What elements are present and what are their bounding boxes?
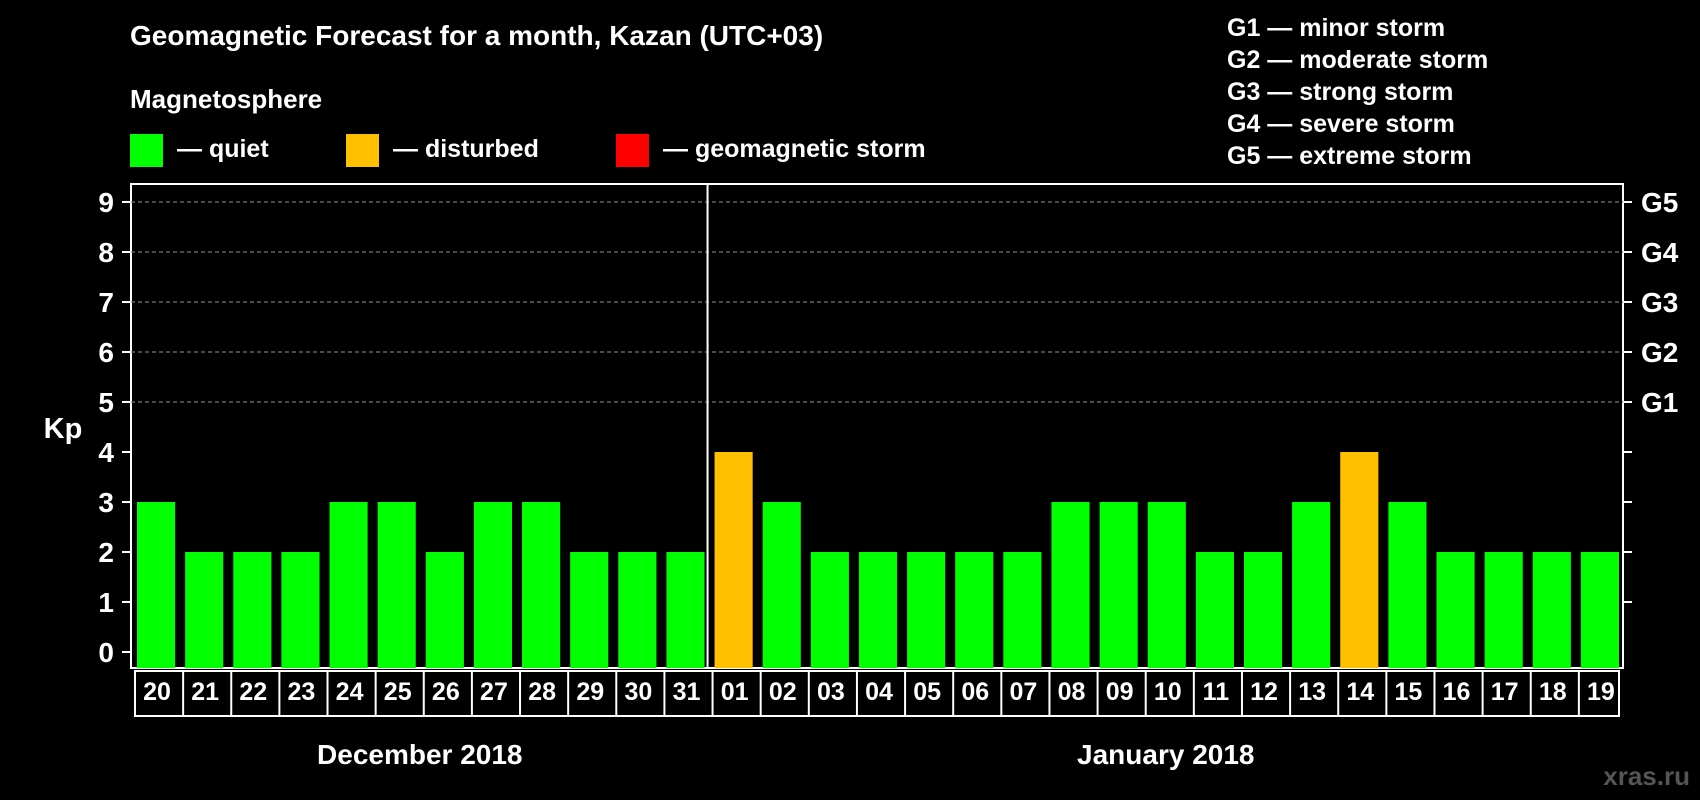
x-tick-label: 03 [817,678,845,706]
x-tick-label: 06 [961,678,989,706]
bar [618,552,657,668]
legend-heading: Magnetosphere [130,84,323,114]
x-tick-label: 19 [1587,678,1615,706]
x-tick-label: 07 [1009,678,1037,706]
bar [1292,502,1331,668]
bar [185,552,224,668]
bar [1388,502,1427,668]
y-tick-label: 4 [98,437,114,468]
y-tick-label: 6 [98,337,114,368]
bar [1580,552,1619,668]
legend-label-quiet: — quiet [177,135,269,163]
right-axis-label: G1 [1641,387,1678,418]
x-tick-label: 27 [480,678,508,706]
y-tick-label: 1 [98,587,114,618]
y-tick-label: 7 [98,287,114,318]
bar [425,552,464,668]
bar [907,552,946,668]
legend-swatch-storm [616,134,649,167]
bar [810,552,849,668]
x-tick-label: 09 [1106,678,1134,706]
bar [233,552,272,668]
bar [522,502,561,668]
x-tick-label: 28 [528,678,556,706]
month-label: December 2018 [317,739,522,770]
bar [137,502,176,668]
date-axis-box [134,670,1620,717]
bar [1243,552,1283,668]
x-tick-label: 04 [865,678,893,706]
x-tick-label: 12 [1250,678,1278,706]
chart-title: Geomagnetic Forecast for a month, Kazan … [130,20,824,51]
bar [1484,552,1523,668]
storm-scale-g4: G4 — severe storm [1227,110,1455,138]
y-tick-label: 8 [98,237,114,268]
bar [1532,552,1571,668]
storm-scale-g5: G5 — extreme storm [1227,142,1472,170]
storm-scale-g3: G3 — strong storm [1227,78,1454,106]
x-tick-label: 10 [1154,678,1182,706]
right-axis-label: G5 [1641,187,1678,218]
x-tick-label: 02 [769,678,797,706]
x-tick-label: 23 [288,678,316,706]
bar [570,552,609,668]
x-tick-label: 16 [1443,678,1471,706]
x-tick-label: 21 [191,678,219,706]
bar [281,552,320,668]
storm-scale-g2: G2 — moderate storm [1227,46,1489,74]
bar [1436,552,1475,668]
month-label: January 2018 [1077,739,1254,770]
legend-swatch-quiet [130,134,163,167]
x-tick-label: 01 [721,678,749,706]
x-tick-label: 24 [336,678,364,706]
x-tick-label: 15 [1395,678,1423,706]
x-tick-label: 08 [1058,678,1086,706]
bar [377,502,416,668]
bar [666,552,705,668]
bar [1099,502,1138,668]
x-tick-label: 14 [1346,678,1374,706]
y-tick-label: 2 [98,537,114,568]
bar [473,502,513,668]
x-tick-label: 11 [1203,678,1230,706]
x-tick-label: 18 [1539,678,1567,706]
x-tick-label: 29 [576,678,604,706]
bar [858,552,898,668]
legend-swatch-disturbed [346,134,379,167]
legend-label-storm: — geomagnetic storm [663,135,926,163]
x-tick-label: 17 [1491,678,1519,706]
x-tick-label: 26 [432,678,460,706]
right-axis-label: G2 [1641,337,1678,368]
x-tick-label: 22 [239,678,267,706]
right-axis-label: G3 [1641,287,1678,318]
bar [329,502,368,668]
bar [1340,452,1379,668]
x-tick-label: 30 [624,678,652,706]
right-axis-label: G4 [1641,237,1679,268]
watermark: xras.ru [1603,761,1690,791]
y-axis-label: Kp [44,413,83,445]
x-tick-label: 31 [673,678,701,706]
x-tick-label: 25 [384,678,412,706]
bar [714,452,753,668]
bar [1147,502,1186,668]
bar [1051,502,1090,668]
bar [1195,552,1234,668]
x-tick-label: 05 [913,678,941,706]
bar [1003,552,1042,668]
legend-label-disturbed: — disturbed [393,135,539,163]
y-tick-label: 5 [98,387,114,418]
y-tick-label: 0 [98,637,114,668]
x-tick-label: 20 [143,678,171,706]
y-tick-label: 3 [98,487,114,518]
y-tick-label: 9 [98,187,114,218]
storm-scale-g1: G1 — minor storm [1227,14,1446,42]
x-tick-label: 13 [1298,678,1326,706]
bar [762,502,801,668]
bar [955,552,994,668]
